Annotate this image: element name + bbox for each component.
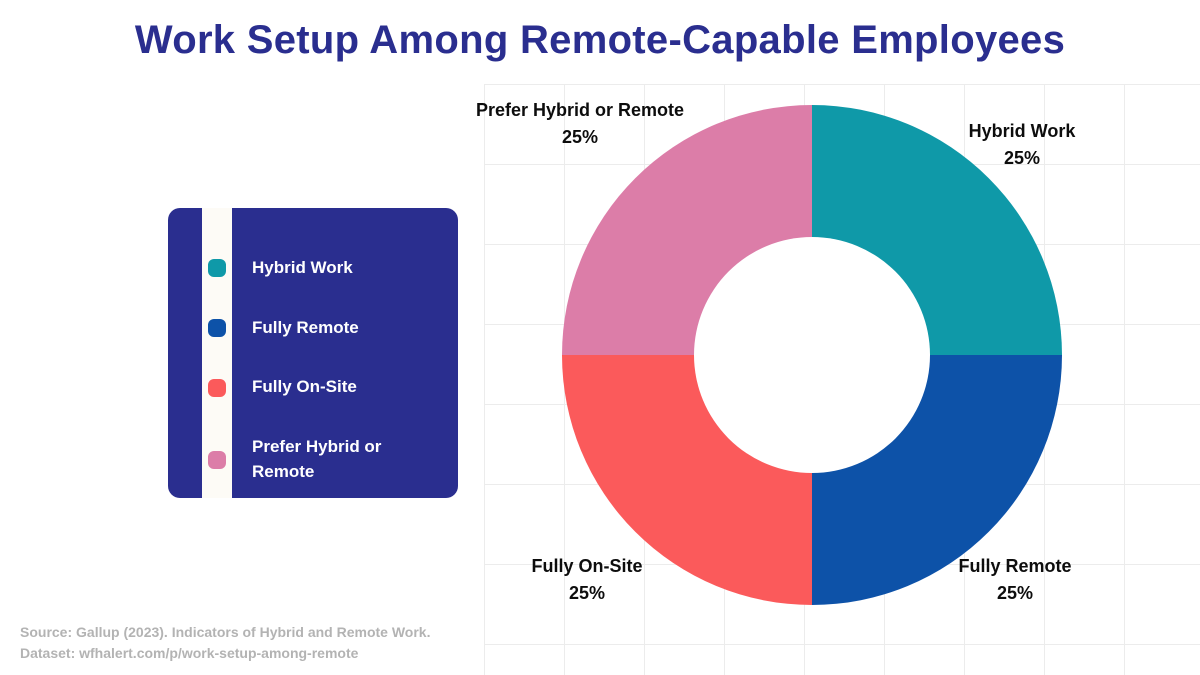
page-title: Work Setup Among Remote-Capable Employee…: [134, 18, 1066, 62]
legend-color-dot-fully-on-site: [208, 378, 226, 397]
legend-color-dot-hybrid-work: [208, 259, 226, 278]
slice-label-value: 25%: [568, 583, 606, 603]
legend-item-label: Fully Remote: [252, 317, 359, 337]
donut-chart: [562, 105, 1062, 605]
slice-label-name: Fully Remote: [958, 556, 1072, 576]
legend-item: Fully Remote: [168, 316, 458, 341]
slice-label-value: 25%: [561, 127, 599, 147]
legend-item-label: Fully On-Site: [252, 377, 357, 397]
slice-label-prefer-hybrid-or-remote: Prefer Hybrid or Remote 25%: [430, 97, 730, 151]
slice-label-value: 25%: [1003, 148, 1041, 168]
legend-item-label: Prefer Hybrid or Remote: [252, 436, 382, 481]
legend-color-dot-prefer-hybrid-or-remote: [208, 450, 226, 469]
legend-color-dot-fully-remote: [208, 318, 226, 337]
slice-label-name: Hybrid Work: [968, 121, 1076, 141]
slice-label-hybrid-work: Hybrid Work 25%: [872, 118, 1172, 172]
slice-label-name: Fully On-Site: [531, 556, 643, 576]
source-line: Source: Gallup (2023). Indicators of Hyb…: [20, 624, 431, 640]
legend-item-label: Hybrid Work: [252, 258, 353, 277]
slice-label-name: Prefer Hybrid or Remote: [475, 100, 685, 120]
legend-accent-stripe: [202, 208, 232, 498]
legend-item: Hybrid Work: [168, 256, 458, 281]
slice-label-value: 25%: [996, 583, 1034, 603]
legend-item: Fully On-Site: [168, 375, 458, 400]
slice-label-fully-remote: Fully Remote 25%: [865, 553, 1165, 607]
source-attribution: Source: Gallup (2023). Indicators of Hyb…: [20, 622, 430, 664]
legend-item: Prefer Hybrid or Remote: [168, 435, 458, 484]
donut-hole: [694, 237, 930, 473]
legend-rows: Hybrid Work Fully Remote Fully On-Site P…: [168, 208, 458, 498]
dataset-line: Dataset: wfhalert.com/p/work-setup-among…: [20, 645, 359, 661]
chart-legend: Hybrid Work Fully Remote Fully On-Site P…: [168, 208, 458, 498]
slice-label-fully-on-site: Fully On-Site 25%: [437, 553, 737, 607]
